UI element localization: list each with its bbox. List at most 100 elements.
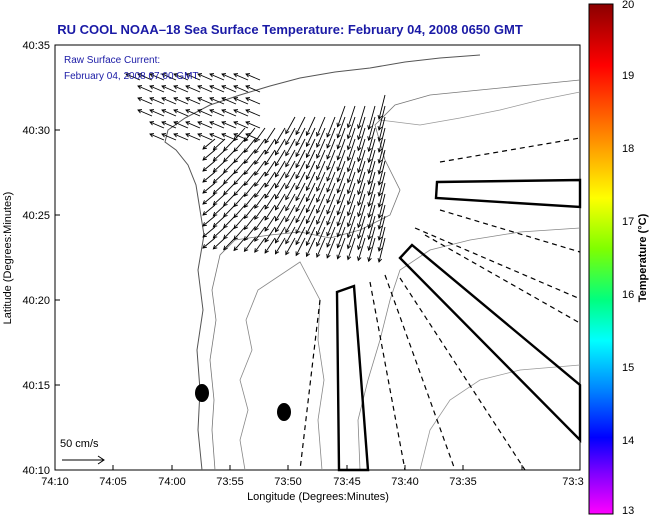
current-vector [337,149,346,171]
current-vector-head [336,243,341,249]
current-vector [295,116,306,135]
current-vector-head [336,254,341,260]
current-vector-head [367,147,372,153]
current-vector-head [149,109,155,114]
current-vector [316,204,326,225]
current-vector-head [346,134,352,140]
current-vector-head [212,211,218,217]
current-vector [295,226,306,245]
current-vector-head [377,137,383,142]
current-vector-head [243,236,249,242]
current-vector [368,138,376,163]
current-vector-head [212,244,218,250]
current-vector-head [274,150,280,156]
current-vector [295,182,306,201]
current-vector-head [346,167,352,173]
current-vector [306,215,316,235]
current-vector-head [137,97,143,102]
current-vector-head [367,202,372,208]
current-vector [368,171,376,196]
current-vector [213,149,226,162]
station-marker [277,403,291,421]
current-vector [254,127,266,143]
current-vector-head [233,213,238,219]
current-vector [245,85,261,93]
current-vector [213,204,226,217]
current-vector-head [357,135,362,141]
current-vector-head [377,192,383,197]
current-vector [275,160,286,177]
current-vector-head [233,191,238,197]
current-vector [173,121,189,129]
current-vector-head [316,154,321,159]
current-vector [149,121,165,129]
current-vector [244,171,256,186]
current-vector [125,73,141,81]
current-vector-head [223,146,228,152]
current-vector-head [326,132,331,138]
current-vector-head [346,211,352,217]
current-vector [326,171,336,193]
current-vector [326,193,336,215]
current-vector [244,237,256,252]
current-vector-head [274,238,280,244]
current-vector [233,149,246,163]
current-vector [337,182,346,204]
current-vector-head [202,211,208,216]
current-vector [316,171,326,192]
current-vector [347,105,356,128]
current-vector [306,160,316,180]
current-vector-head [209,121,215,126]
current-vector-head [295,152,300,158]
current-vector-head [185,121,191,126]
current-vector-head [274,139,280,145]
current-vector-head [285,162,290,168]
current-vector [326,215,336,237]
current-vector [285,182,296,200]
current-vector [306,127,316,147]
current-vector-head [346,123,352,129]
current-vector-head [264,215,269,221]
current-vector [185,121,201,129]
transect-outlines [335,178,582,472]
current-vector-head [274,205,280,211]
current-vector [213,226,226,239]
current-vector [185,73,201,81]
current-vector-head [316,143,321,148]
current-vector [285,171,296,189]
current-vector [244,204,256,219]
current-vector-head [233,224,238,230]
current-vector [357,149,366,173]
current-vector [368,105,376,130]
current-vector-head [316,132,321,137]
current-vector [316,149,326,170]
current-vector-head [264,237,269,243]
current-vector-head [149,85,155,90]
current-vector [337,226,346,248]
current-vector [316,160,326,181]
current-vector-head [223,157,228,163]
current-label-line2: February 04, 2008 07:00 GMT [64,71,199,82]
current-vector [275,193,286,210]
current-vector [264,193,276,210]
current-vector [209,109,225,117]
current-vector [209,73,225,81]
current-vector-head [367,158,372,164]
current-vector-head [197,109,203,114]
current-vector [173,85,189,93]
current-vector-head [357,256,362,262]
current-vector-head [326,165,331,171]
current-vector [209,85,225,93]
x-tick-label: 74:10 [41,476,69,488]
current-vector-head [346,156,352,162]
current-vector [233,160,246,174]
current-vector-head [316,165,321,170]
current-vector-head [221,73,227,78]
colorbar-tick: 19 [622,70,634,82]
current-vector-head [295,141,300,147]
current-vector [202,138,216,150]
current-vector-head [233,235,238,241]
current-vector-head [285,140,290,146]
bathymetry-contour [209,79,581,471]
current-vector-head [326,242,331,248]
